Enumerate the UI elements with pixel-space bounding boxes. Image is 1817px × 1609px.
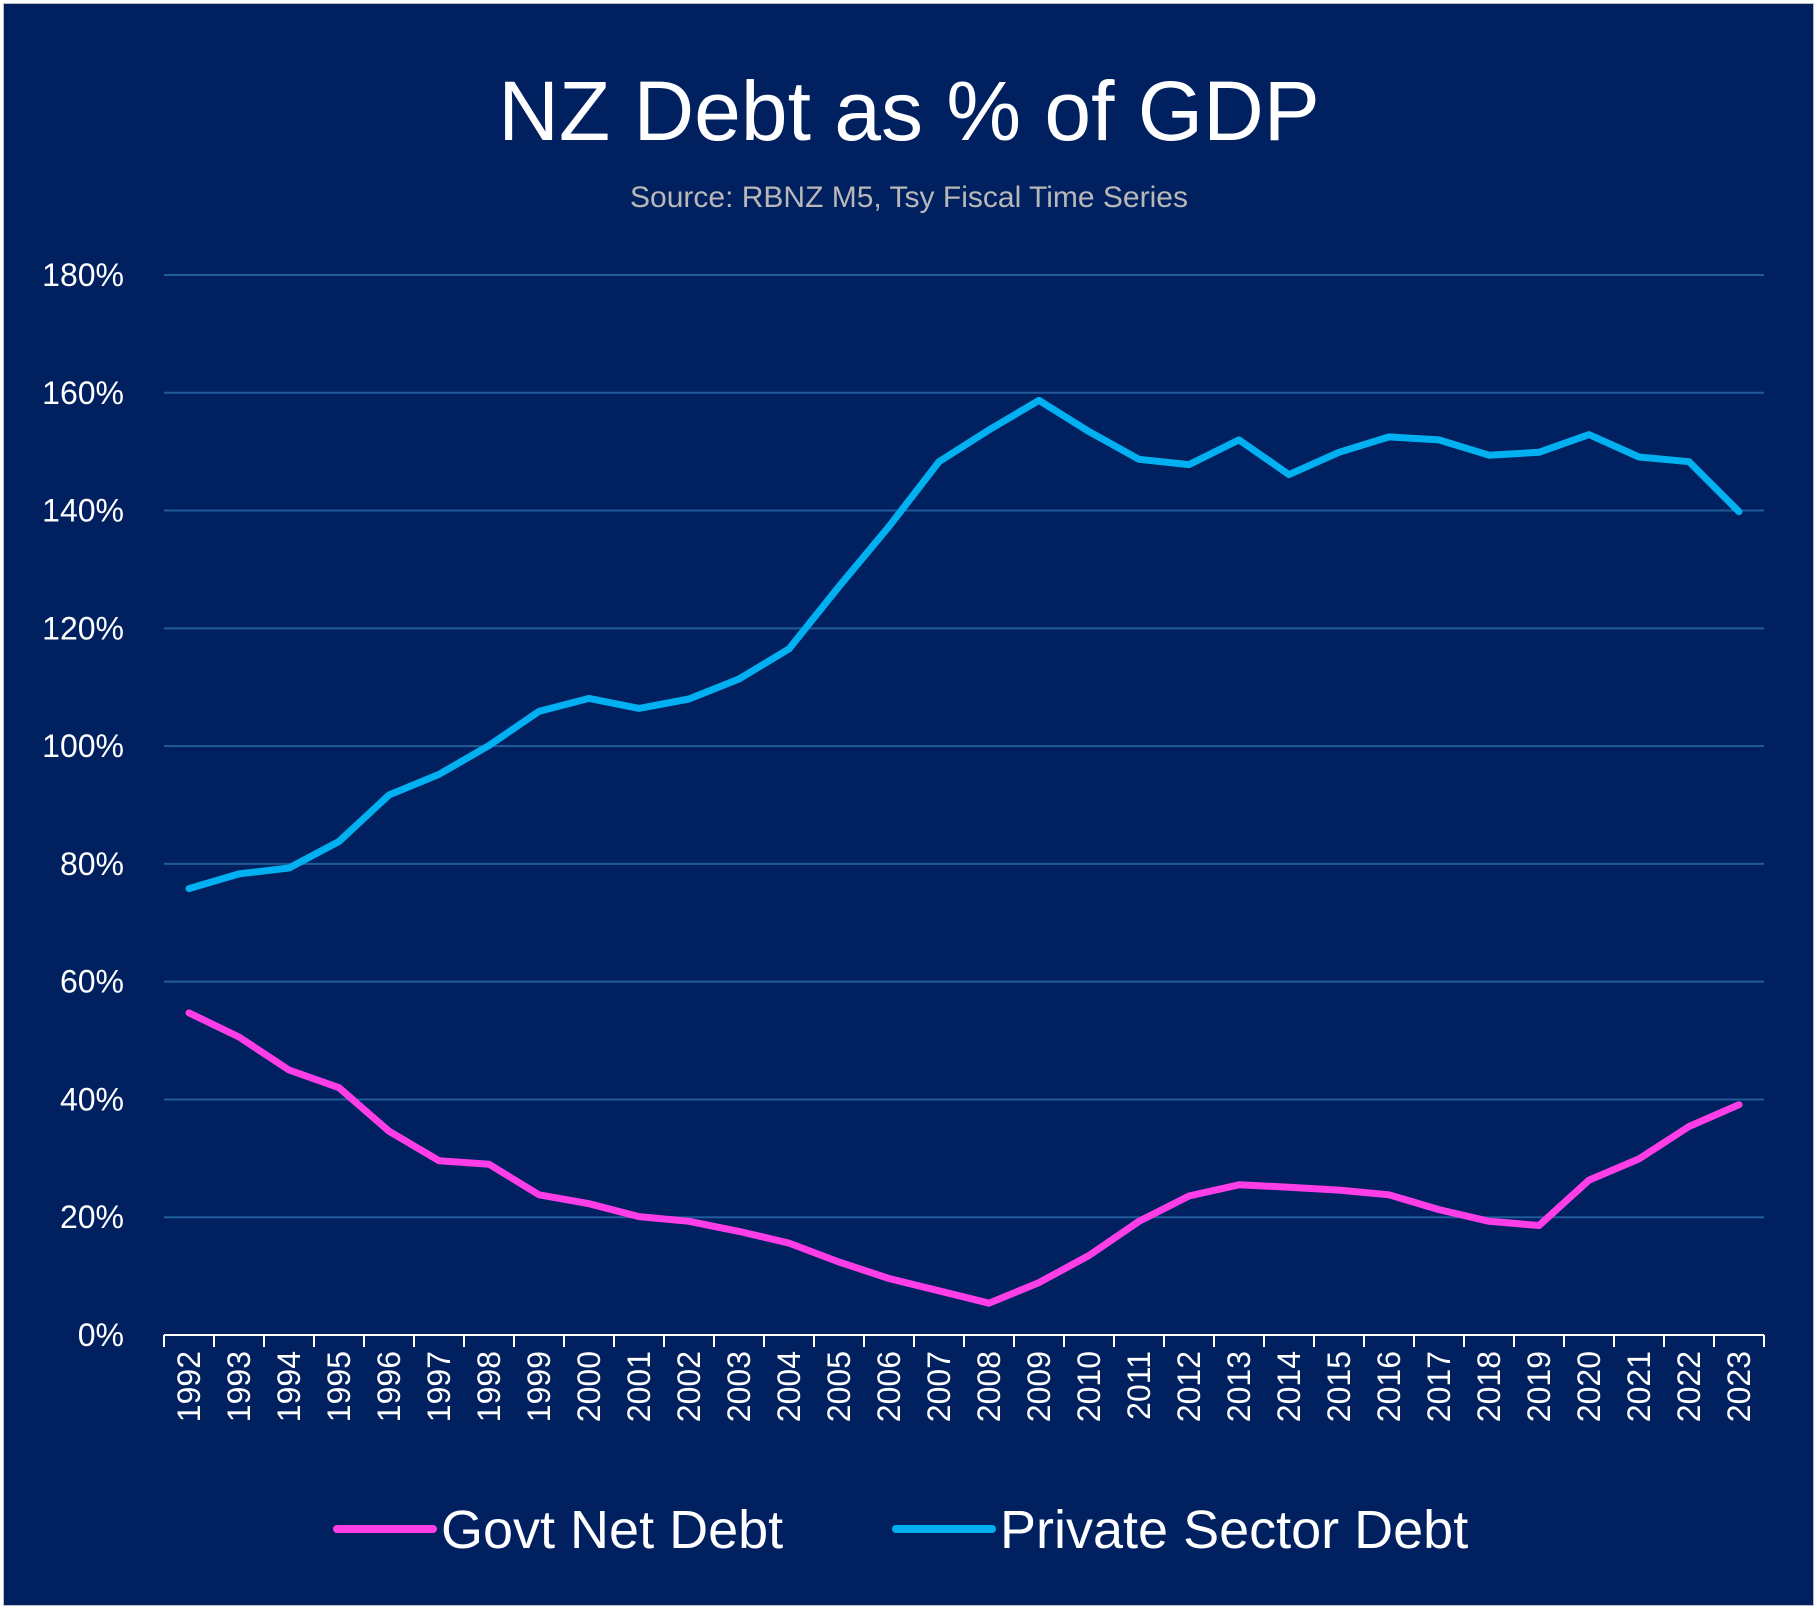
y-tick-label: 140% — [42, 493, 124, 529]
x-tick-label: 2020 — [1571, 1351, 1607, 1422]
chart-title: NZ Debt as % of GDP — [498, 64, 1320, 158]
chart-frame: NZ Debt as % of GDP Source: RBNZ M5, Tsy… — [3, 3, 1814, 1606]
x-axis-tick-labels: 1992 1993 1994 1995 1996 1997 1998 1999 2000 2001… — [171, 1351, 1757, 1422]
x-tick-label: 1994 — [271, 1351, 307, 1422]
legend-label: Govt Net Debt — [441, 1500, 783, 1560]
x-tick-label: 2009 — [1021, 1351, 1057, 1422]
y-tick-label: 60% — [60, 964, 124, 1000]
chart-subtitle: Source: RBNZ M5, Tsy Fiscal Time Series — [630, 181, 1188, 214]
legend-item-private-sector-debt: Private Sector Debt — [892, 1500, 1468, 1560]
x-tick-label: 1999 — [521, 1351, 557, 1422]
y-tick-label: 40% — [60, 1081, 124, 1117]
y-axis-tick-labels: 0% 20% 40% 60% 80% 100% 120% 140% 160% 180% — [42, 257, 124, 1353]
x-tick-label: 1998 — [471, 1351, 507, 1422]
y-tick-label: 180% — [42, 257, 124, 293]
x-tick-label: 2008 — [971, 1351, 1007, 1422]
x-tick-label: 2021 — [1621, 1351, 1657, 1422]
y-tick-label: 80% — [60, 846, 124, 882]
legend-item-govt-net-debt: Govt Net Debt — [333, 1500, 783, 1560]
chart-canvas: NZ Debt as % of GDP Source: RBNZ M5, Tsy… — [42, 64, 1765, 1560]
x-tick-label: 2004 — [771, 1351, 807, 1422]
y-tick-label: 0% — [78, 1317, 124, 1353]
x-tick-label: 2019 — [1521, 1351, 1557, 1422]
legend-label: Private Sector Debt — [1000, 1500, 1468, 1560]
x-tick-label: 2017 — [1421, 1351, 1457, 1422]
x-tick-label: 2001 — [621, 1351, 657, 1422]
x-tick-label: 1995 — [321, 1351, 357, 1422]
x-tick-label: 2013 — [1221, 1351, 1257, 1422]
x-tick-label: 2010 — [1071, 1351, 1107, 1422]
legend: Govt Net Debt Private Sector Debt — [333, 1500, 1468, 1560]
x-tick-label: 2000 — [571, 1351, 607, 1422]
series-lines — [185, 396, 1743, 1307]
x-tick-label: 2005 — [821, 1351, 857, 1422]
x-tick-label: 2016 — [1371, 1351, 1407, 1422]
x-tick-label: 2011 — [1121, 1351, 1157, 1420]
x-tick-label: 1996 — [371, 1351, 407, 1422]
y-tick-label: 20% — [60, 1199, 124, 1235]
x-tick-label: 1992 — [171, 1351, 207, 1422]
x-tick-label: 2022 — [1671, 1351, 1707, 1422]
x-tick-label: 2002 — [671, 1351, 707, 1422]
y-tick-label: 120% — [42, 610, 124, 646]
series-line-private-sector-debt — [185, 396, 1743, 893]
y-tick-label: 160% — [42, 375, 124, 411]
x-tick-label: 1997 — [421, 1351, 457, 1422]
x-tick-label: 2012 — [1171, 1351, 1207, 1422]
x-tick-label: 2007 — [921, 1351, 957, 1422]
x-tick-label: 2006 — [871, 1351, 907, 1422]
series-line-govt-net-debt — [185, 1009, 1743, 1307]
x-tick-label: 2015 — [1321, 1351, 1357, 1422]
x-tick-label: 2023 — [1721, 1351, 1757, 1422]
x-tick-label: 2003 — [721, 1351, 757, 1422]
x-axis — [163, 1334, 1765, 1347]
x-tick-label: 1993 — [221, 1351, 257, 1422]
gridlines — [164, 274, 1764, 1219]
x-tick-label: 2018 — [1471, 1351, 1507, 1422]
x-tick-label: 2014 — [1271, 1351, 1307, 1422]
y-tick-label: 100% — [42, 728, 124, 764]
